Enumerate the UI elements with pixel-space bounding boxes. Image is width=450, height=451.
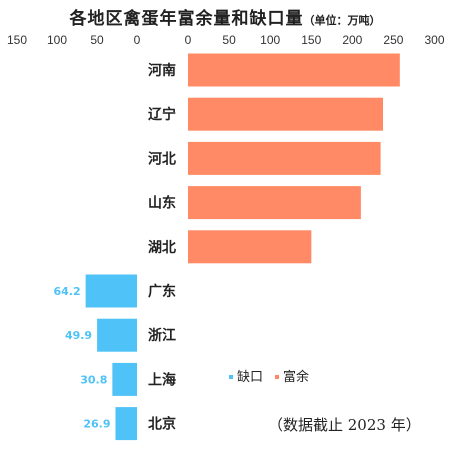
surplus-value-label: 234.4 [341, 152, 376, 165]
surplus-axis-tick: 50 [222, 33, 236, 47]
surplus-axis: 0 50 100 150 200 250 300 [185, 33, 445, 47]
deficit-axis-tick: 0 [134, 33, 141, 47]
deficit-bar [115, 407, 137, 441]
legend-label-deficit: 缺口 [237, 370, 263, 385]
surplus-value-label: 257.8 [360, 64, 395, 77]
category-label: 浙江 [148, 327, 176, 344]
surplus-bar [188, 141, 381, 175]
data-note: （数据截止 2023 年） [268, 416, 421, 434]
category-label: 北京 [148, 416, 176, 433]
surplus-axis-tick: 300 [424, 33, 444, 47]
deficit-value-label: 49.9 [65, 329, 92, 342]
bars: 257.8 237.3 234.4 210.4 150.1 64.2 49.9 30.8 26.… [53, 53, 400, 441]
deficit-bar [85, 274, 137, 308]
surplus-bar [188, 53, 400, 87]
chart-unit: （单位：万吨） [303, 14, 381, 27]
deficit-value-label: 26.9 [83, 418, 110, 431]
surplus-value-label: 237.3 [343, 108, 378, 121]
deficit-value-label: 64.2 [53, 285, 80, 298]
deficit-value-label: 30.8 [80, 373, 107, 386]
deficit-bar [97, 318, 137, 352]
deficit-axis: 150 100 50 0 [7, 33, 141, 47]
chart-title-main: 各地区禽蛋年富余量和缺口量 [69, 9, 304, 29]
category-label: 上海 [148, 371, 176, 388]
category-label: 山东 [148, 195, 176, 212]
surplus-value-label: 150.1 [272, 241, 307, 254]
surplus-bar [188, 97, 383, 131]
surplus-axis-tick: 200 [342, 33, 362, 47]
surplus-axis-tick: 250 [383, 33, 403, 47]
surplus-axis-tick: 100 [260, 33, 280, 47]
surplus-axis-tick: 0 [185, 33, 192, 47]
category-label: 辽宁 [148, 106, 176, 123]
deficit-axis-tick: 100 [47, 33, 67, 47]
category-label: 湖北 [148, 240, 176, 256]
surplus-axis-tick: 150 [301, 33, 321, 47]
deficit-axis-tick: 150 [7, 33, 27, 47]
legend-label-surplus: 富余 [283, 369, 309, 385]
surplus-bar [188, 230, 312, 264]
deficit-axis-tick: 50 [90, 33, 104, 47]
legend-swatch-deficit [229, 375, 233, 379]
category-label: 广东 [148, 283, 176, 300]
legend-swatch-surplus [275, 375, 279, 379]
category-label: 河北 [148, 150, 176, 167]
category-label: 河南 [148, 62, 176, 79]
surplus-value-label: 210.4 [321, 197, 356, 210]
deficit-bar [112, 362, 137, 396]
legend: 缺口 富余 [229, 369, 309, 385]
chart-title: 各地区禽蛋年富余量和缺口量（单位：万吨） [0, 4, 450, 29]
surplus-bar [188, 186, 361, 220]
